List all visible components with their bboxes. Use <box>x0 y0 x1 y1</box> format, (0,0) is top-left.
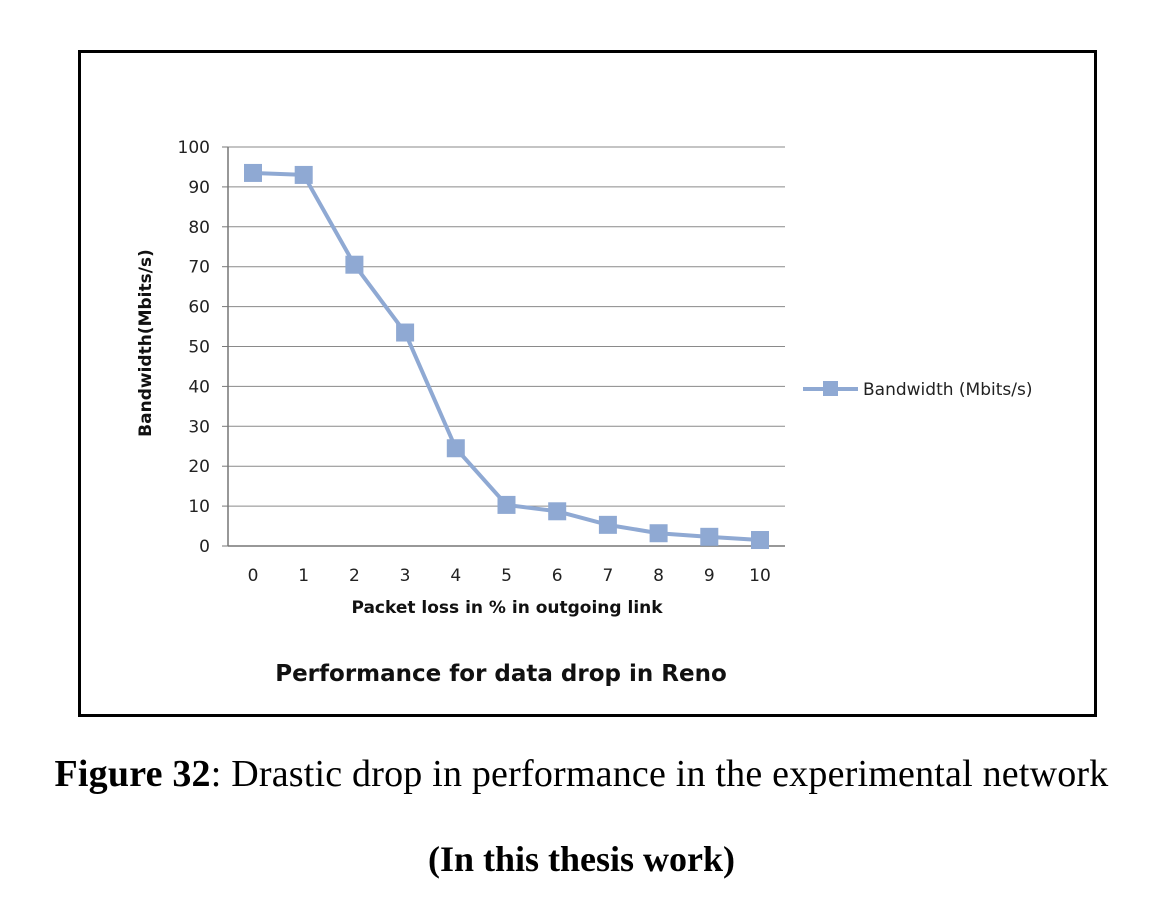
y-tick-label: 80 <box>188 218 210 238</box>
y-axis-title: Bandwidth(Mbits/s) <box>136 249 156 437</box>
legend: Bandwidth (Mbits/s) <box>803 380 1032 400</box>
data-point-3 <box>396 323 415 342</box>
y-tick-label: 90 <box>188 178 210 198</box>
x-axis-title: Packet loss in % in outgoing link <box>351 598 663 618</box>
x-tick-label: 0 <box>248 566 259 586</box>
x-tick-label: 5 <box>501 566 512 586</box>
y-tick-labels: 0 10 20 30 40 50 60 70 80 90 100 <box>178 138 210 557</box>
y-tick-label: 60 <box>188 298 210 318</box>
chart-frame: 0 10 20 30 40 50 60 70 80 90 100 0 1 2 3 4 5 6 7 8 9 10 Band… <box>78 50 1097 717</box>
y-tick-label: 30 <box>188 417 210 437</box>
data-point-9 <box>700 527 719 546</box>
gridlines <box>222 146 785 547</box>
y-tick-label: 100 <box>178 138 210 158</box>
x-tick-label: 6 <box>552 566 563 586</box>
x-tick-label: 10 <box>749 566 771 586</box>
figure-number: Figure 32 <box>54 753 211 795</box>
data-point-2 <box>345 255 364 274</box>
y-tick-label: 70 <box>188 258 210 278</box>
data-point-6 <box>548 502 567 521</box>
data-point-7 <box>598 515 617 534</box>
y-tick-label: 40 <box>188 377 210 397</box>
x-tick-label: 4 <box>450 566 461 586</box>
y-tick-label: 10 <box>188 497 210 517</box>
x-tick-label: 3 <box>400 566 411 586</box>
data-point-1 <box>294 165 313 184</box>
legend-square-marker <box>823 381 838 396</box>
x-tick-labels: 0 1 2 3 4 5 6 7 8 9 10 <box>248 566 771 586</box>
data-point-8 <box>649 524 668 543</box>
y-tick-label: 20 <box>188 457 210 477</box>
figure-subcaption: (In this thesis work) <box>427 839 736 879</box>
x-tick-label: 1 <box>298 566 309 586</box>
chart-title: Performance for data drop in Reno <box>275 661 727 687</box>
y-tick-label: 0 <box>199 537 210 557</box>
line-chart: 0 10 20 30 40 50 60 70 80 90 100 0 1 2 3 4 5 6 7 8 9 10 Band… <box>136 138 1032 687</box>
y-tick-label: 50 <box>188 338 210 358</box>
legend-label: Bandwidth (Mbits/s) <box>863 380 1032 400</box>
figure-caption: Figure 32: Drastic drop in performance i… <box>0 752 1163 796</box>
series-line <box>252 170 761 543</box>
data-point-10 <box>751 531 769 550</box>
figure-caption-text: : Drastic drop in performance in the exp… <box>210 753 1109 795</box>
x-tick-label: 9 <box>704 566 715 586</box>
data-point-5 <box>497 495 516 514</box>
x-tick-label: 2 <box>349 566 360 586</box>
x-tick-label: 8 <box>653 566 664 586</box>
data-point-4 <box>446 439 465 458</box>
data-series <box>244 163 769 550</box>
data-point-0 <box>244 163 262 182</box>
x-tick-label: 7 <box>602 566 613 586</box>
